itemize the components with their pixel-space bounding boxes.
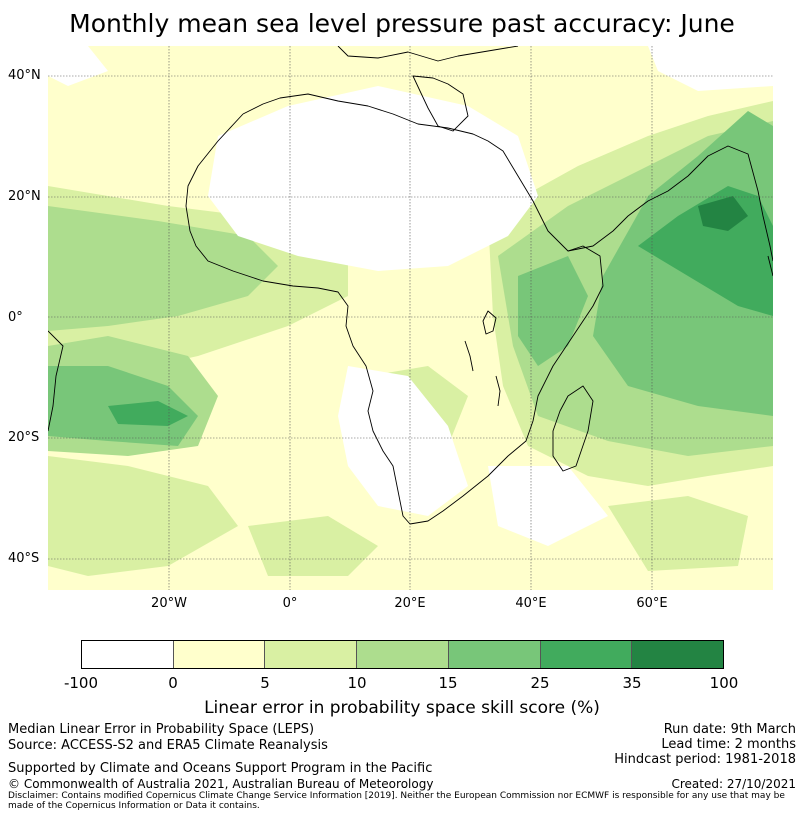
hindcast-period: Hindcast period: 1981-2018 <box>614 752 796 767</box>
lake-malawi <box>495 375 501 407</box>
southern-indian-patch <box>608 496 748 571</box>
lat-label-20n: 20°N <box>8 189 41 204</box>
madagascar-coast <box>552 385 594 472</box>
run-date: Run date: 9th March <box>663 722 796 737</box>
created-date: Created: 27/10/2021 <box>671 777 796 791</box>
lake-tanganyika <box>464 340 474 372</box>
colorbar-segment <box>540 641 633 668</box>
lat-label-20s: 20°S <box>8 430 40 445</box>
footer-source: Source: ACCESS-S2 and ERA5 Climate Reana… <box>8 738 328 753</box>
europe-coast <box>337 46 519 62</box>
north-africa-sahara <box>208 86 538 271</box>
skill-35-100-regions <box>698 196 748 231</box>
colorbar-tick: -100 <box>63 674 99 692</box>
footer-support: Supported by Climate and Oceans Support … <box>8 761 433 776</box>
arabian-sea-core <box>698 196 748 231</box>
graticule <box>48 46 773 590</box>
skill-map <box>48 46 773 590</box>
colorbar-segment <box>448 641 541 668</box>
lat-label-40n: 40°N <box>8 68 41 83</box>
colorbar-segment <box>357 641 449 668</box>
footer-copyright: © Commonwealth of Australia 2021, Austra… <box>8 777 434 791</box>
lake-victoria <box>482 310 497 335</box>
page-title: Monthly mean sea level pressure past acc… <box>69 9 735 38</box>
colorbar-tick: 10 <box>347 674 367 692</box>
lat-label-40s: 40°S <box>8 551 40 566</box>
colorbar-tick: 0 <box>168 674 178 692</box>
colorbar-tick: 5 <box>260 674 270 692</box>
colorbar <box>81 640 724 669</box>
south-america-coast <box>48 330 64 432</box>
east-africa-coast <box>518 256 588 366</box>
south-atlantic-southwest <box>48 456 238 576</box>
footer-disclaimer: Disclaimer: Contains modified Copernicus… <box>8 791 785 811</box>
lon-label-20w: 20°W <box>151 596 187 611</box>
colorbar-segment <box>265 641 358 668</box>
skill-negative-regions <box>48 46 773 546</box>
south-west-indian <box>488 466 608 546</box>
north-africa-arabia-coast <box>242 93 773 277</box>
south-atlantic-core <box>108 401 188 426</box>
lon-label-0: 0° <box>282 596 298 611</box>
map-canvas <box>48 46 773 590</box>
lon-label-20e: 20°E <box>394 596 426 611</box>
colorbar-segment <box>173 641 266 668</box>
colorbar-segment <box>82 641 174 668</box>
colorbar-tick: 15 <box>438 674 458 692</box>
colorbar-tick: 25 <box>530 674 550 692</box>
lon-label-60e: 60°E <box>636 596 668 611</box>
southern-africa-interior <box>338 366 468 516</box>
colorbar-tick: 100 <box>709 674 739 692</box>
colorbar-label: Linear error in probability space skill … <box>204 698 600 718</box>
southern-ocean-patch <box>248 516 378 576</box>
colorbar-tick: 35 <box>622 674 642 692</box>
footer-method: Median Linear Error in Probability Space… <box>8 722 315 737</box>
lon-label-40e: 40°E <box>515 596 547 611</box>
lat-label-equator: 0° <box>8 310 23 325</box>
northeast-corner <box>648 46 773 91</box>
west-south-africa-coast <box>185 113 604 525</box>
tropical-atlantic-core <box>48 206 278 331</box>
lead-time: Lead time: 2 months <box>661 737 796 752</box>
mediterranean-islands <box>412 75 469 132</box>
colorbar-segment <box>632 641 724 668</box>
coastlines <box>48 46 773 525</box>
